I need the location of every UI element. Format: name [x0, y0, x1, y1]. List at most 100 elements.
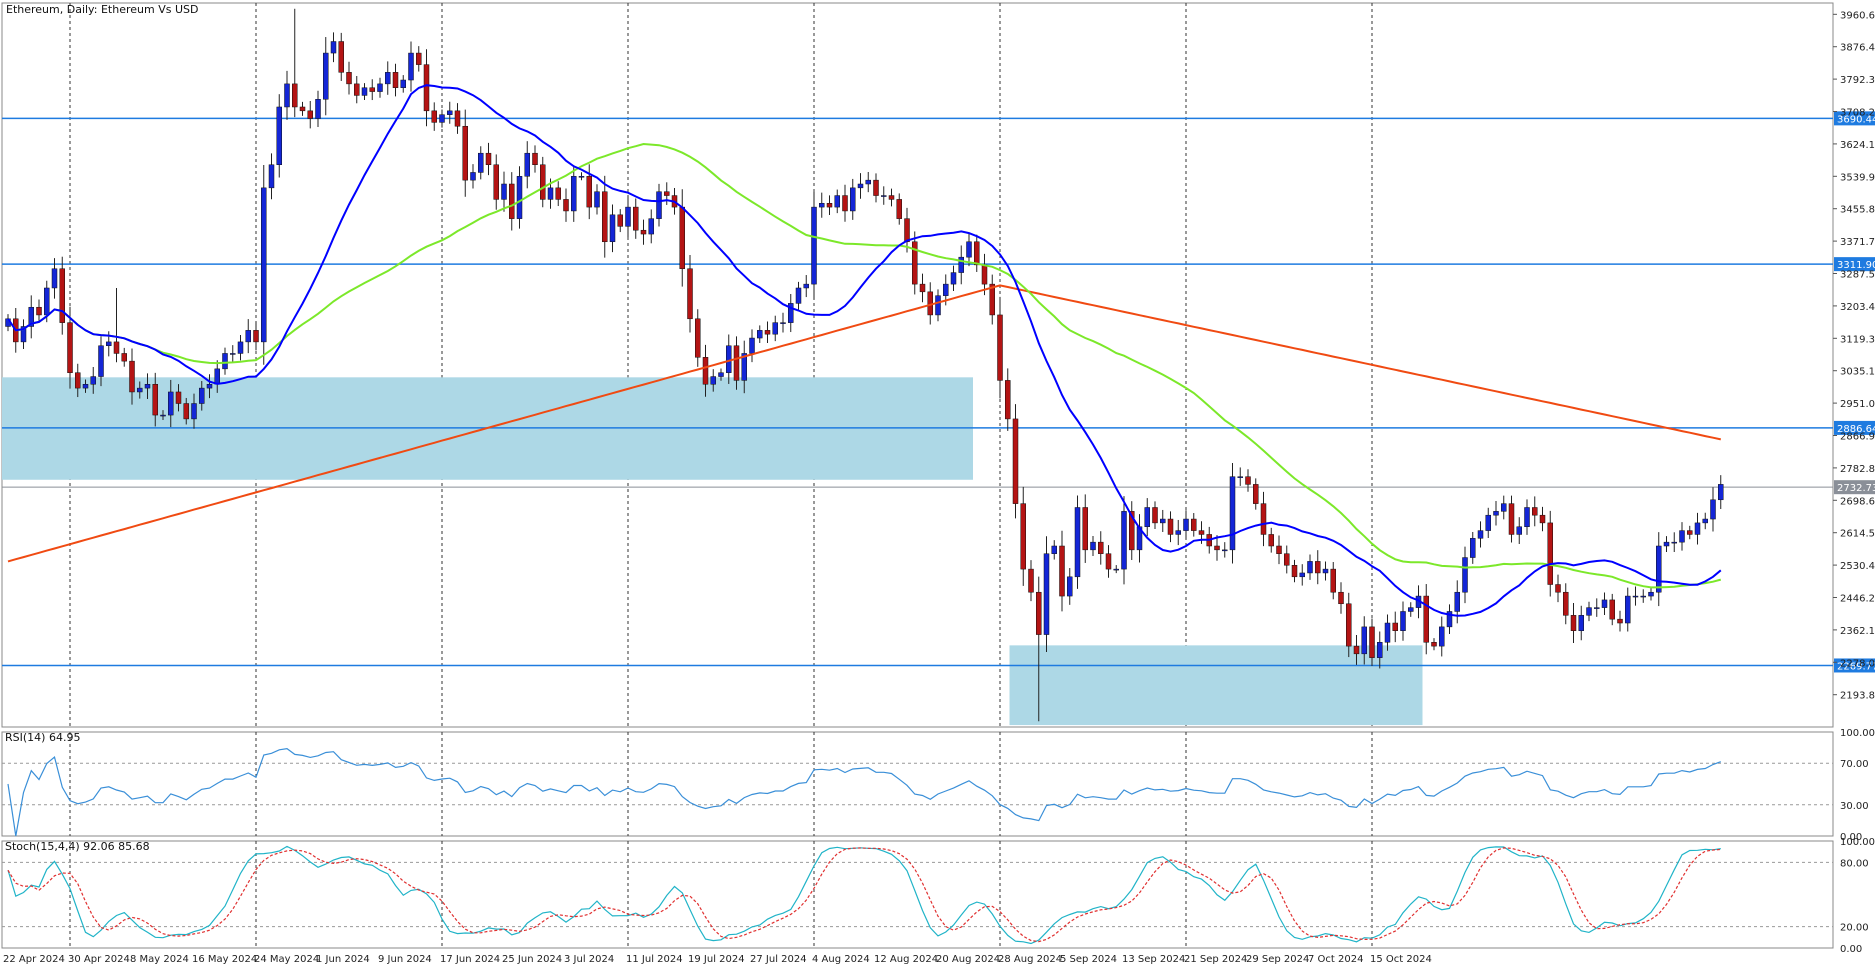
candle-body-113: [881, 195, 887, 197]
candle-body-68: [532, 152, 538, 165]
candle-body-53: [416, 52, 422, 65]
candle-body-165: [1284, 553, 1290, 566]
candle-body-171: [1330, 568, 1336, 593]
candle-body-147: [1144, 507, 1150, 527]
date-tick-20: 29 Sep 2024: [1246, 954, 1309, 965]
date-tick-8: 25 Jun 2024: [502, 954, 562, 965]
candles: [5, 8, 1724, 722]
candle-body-186: [1446, 611, 1453, 628]
level-tag-1: [1834, 257, 1875, 272]
candle-body-180: [1400, 611, 1406, 631]
date-tick-18: 13 Sep 2024: [1122, 954, 1185, 965]
candle-body-220: [1710, 499, 1716, 520]
candle-body-206: [1601, 599, 1608, 608]
candle-body-140: [1090, 541, 1096, 551]
candle-body-117: [912, 241, 918, 285]
candle-body-12: [98, 345, 104, 377]
candle-body-45: [354, 83, 360, 96]
candle-body-149: [1160, 518, 1166, 524]
date-tick-16: 28 Aug 2024: [998, 954, 1062, 965]
candle-body-57: [447, 110, 453, 115]
candle-body-161: [1253, 484, 1259, 504]
candle-body-81: [633, 206, 639, 231]
candle-body-183: [1423, 595, 1429, 643]
candle-body-221: [1718, 484, 1724, 501]
candle-body-59: [462, 125, 468, 181]
candle-body-56: [439, 114, 445, 123]
date-tick-1: 30 Apr 2024: [68, 954, 130, 965]
price-tick-15: 2698.67: [1840, 496, 1875, 507]
candle-body-179: [1392, 622, 1398, 631]
candle-body-173: [1346, 603, 1352, 647]
candle-body-172: [1338, 591, 1344, 605]
candle-body-114: [888, 195, 895, 200]
candle-body-54: [423, 64, 430, 112]
candle-body-166: [1291, 565, 1298, 578]
candle-body-97: [757, 330, 763, 339]
candle-body-47: [369, 87, 375, 92]
candle-body-164: [1276, 545, 1282, 554]
candle-body-105: [819, 203, 825, 208]
candle-body-100: [780, 322, 786, 324]
candle-body-116: [904, 218, 910, 243]
candle-body-158: [1229, 476, 1236, 551]
candle-body-150: [1167, 518, 1174, 535]
candle-body-73: [571, 176, 577, 212]
rsi-tick-2: 30.00: [1840, 801, 1869, 812]
candle-body-14: [113, 341, 120, 354]
candle-body-122: [950, 272, 957, 285]
candle-body-190: [1477, 530, 1484, 539]
candle-body-77: [602, 191, 608, 243]
level-price-3: 2269.77: [1837, 661, 1875, 672]
candle-body-189: [1470, 538, 1476, 558]
candle-body-20: [160, 414, 166, 417]
candle-body-48: [377, 83, 383, 92]
candle-body-139: [1082, 507, 1088, 551]
candle-body-204: [1586, 607, 1592, 616]
candle-body-41: [323, 52, 329, 100]
candle-body-50: [392, 72, 399, 88]
price-tick-18: 2446.28: [1840, 593, 1875, 604]
candle-body-95: [741, 353, 747, 381]
candle-body-153: [1191, 518, 1197, 531]
candle-body-133: [1036, 591, 1042, 635]
candle-body-118: [919, 283, 926, 293]
price-tick-17: 2530.41: [1840, 561, 1875, 572]
candle-body-98: [764, 330, 771, 335]
candle-body-108: [842, 195, 848, 212]
candle-body-4: [36, 306, 42, 316]
candle-body-40: [315, 99, 321, 119]
price-tick-10: 3119.32: [1840, 334, 1875, 345]
price-tick-8: 3287.58: [1840, 270, 1875, 281]
candle-body-123: [958, 256, 964, 273]
candle-body-26: [206, 384, 213, 389]
candle-body-132: [1028, 568, 1034, 593]
level-price-2: 2886.64: [1837, 424, 1875, 435]
candle-body-137: [1067, 576, 1073, 597]
candle-body-64: [501, 183, 507, 200]
candle-body-162: [1260, 503, 1267, 535]
candle-body-93: [726, 345, 732, 373]
candle-body-138: [1074, 507, 1081, 578]
price-tick-13: 2866.93: [1840, 432, 1875, 443]
candle-body-131: [1020, 503, 1026, 570]
candle-body-30: [237, 341, 244, 354]
candle-body-10: [82, 384, 89, 389]
candle-body-159: [1237, 476, 1243, 478]
date-tick-14: 12 Aug 2024: [874, 954, 938, 965]
candle-body-200: [1555, 584, 1561, 593]
level-price-0: 3690.44: [1837, 114, 1875, 125]
candle-body-55: [431, 110, 437, 123]
rsi-tick-0: 100.00: [1840, 728, 1875, 739]
candle-body-195: [1516, 526, 1522, 535]
candle-body-19: [152, 384, 158, 416]
candle-body-28: [222, 353, 228, 370]
date-tick-5: 1 Jun 2024: [316, 954, 370, 965]
price-tick-14: 2782.80: [1840, 464, 1875, 475]
candle-body-167: [1299, 572, 1305, 578]
candle-body-25: [199, 387, 205, 404]
candle-body-152: [1183, 518, 1189, 531]
stoch-tick-1: 80.00: [1840, 858, 1869, 869]
candle-body-60: [470, 172, 476, 181]
date-tick-19: 21 Sep 2024: [1184, 954, 1247, 965]
